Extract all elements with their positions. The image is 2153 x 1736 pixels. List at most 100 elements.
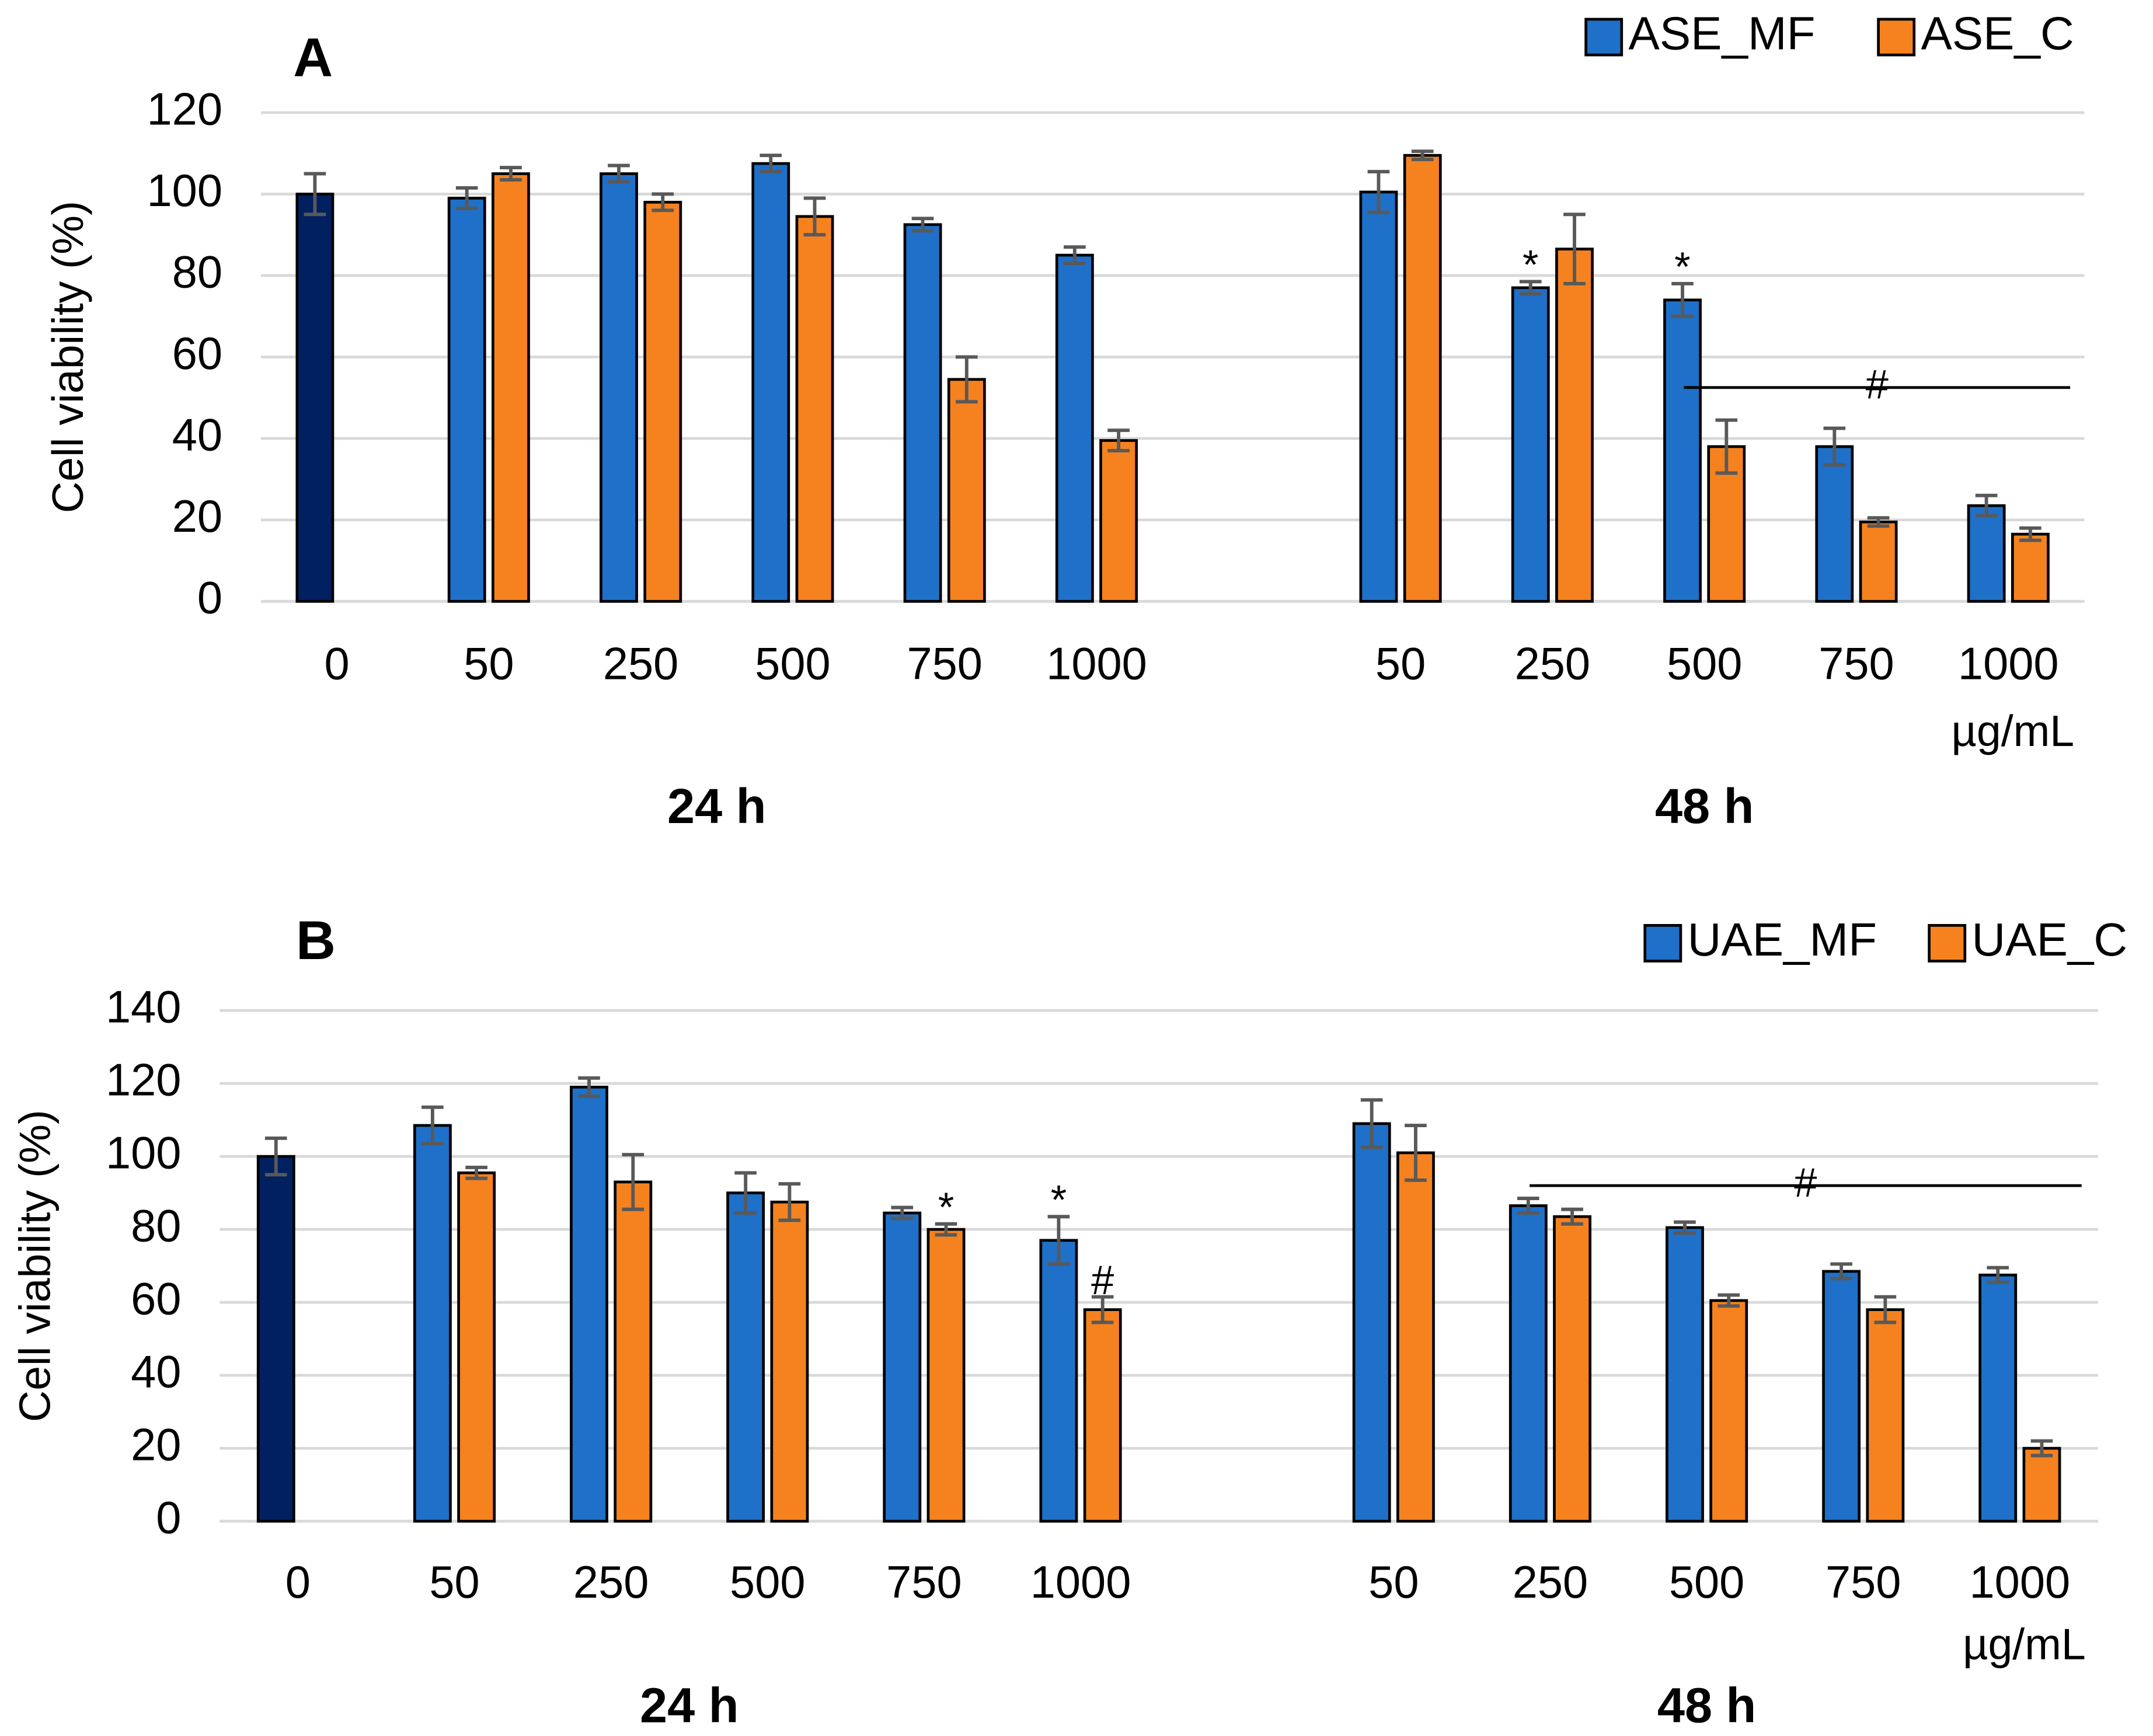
bar xyxy=(1822,1270,1861,1523)
y-tick-label: 60 xyxy=(131,1274,181,1324)
bar xyxy=(1403,154,1442,603)
error-bar xyxy=(1717,1293,1740,1308)
bar xyxy=(492,172,530,603)
bar xyxy=(1978,1273,2018,1523)
group-label: 48 h xyxy=(1657,1678,1756,1733)
error-bar xyxy=(1671,282,1694,318)
bar xyxy=(2022,1446,2061,1523)
x-tick-label: 1000 xyxy=(1970,1557,2071,1608)
y-tick-label: 120 xyxy=(106,1055,181,1106)
error-bar xyxy=(304,172,326,217)
x-tick-label: 1000 xyxy=(1046,639,1147,689)
x-tick-label: 750 xyxy=(886,1557,962,1608)
legend-swatch xyxy=(1877,18,1916,57)
error-bar xyxy=(652,192,674,212)
error-bar xyxy=(608,163,630,184)
panel-label: B xyxy=(296,909,336,971)
bar xyxy=(883,1211,922,1523)
legend-swatch xyxy=(1643,923,1682,963)
annotation: # xyxy=(1091,1257,1114,1303)
error-bar xyxy=(1561,1207,1583,1226)
bar xyxy=(770,1200,809,1523)
y-tick-label: 140 xyxy=(106,982,181,1033)
x-tick-label: 50 xyxy=(464,639,514,689)
x-tick-label: 0 xyxy=(285,1557,311,1608)
error-bar xyxy=(455,186,478,210)
error-bar xyxy=(465,1165,487,1180)
error-bar xyxy=(760,154,782,174)
bar xyxy=(1666,1226,1704,1523)
bar xyxy=(295,193,335,603)
y-tick-label: 0 xyxy=(156,1493,181,1543)
panel-label: A xyxy=(293,27,333,88)
error-bar xyxy=(1715,418,1738,475)
y-tick-label: 20 xyxy=(172,491,222,542)
x-tick-label: 750 xyxy=(907,639,983,689)
bar xyxy=(1099,439,1138,603)
x-unit: µg/mL xyxy=(1963,1619,2086,1668)
bar xyxy=(1555,247,1594,603)
bar xyxy=(1815,445,1854,603)
bar xyxy=(751,162,790,603)
legend-label: ASE_C xyxy=(1921,8,2074,60)
error-bar xyxy=(1519,280,1542,296)
x-tick-label: 500 xyxy=(730,1557,806,1608)
error-bar xyxy=(1830,1262,1852,1281)
bar xyxy=(1663,298,1702,603)
error-bar xyxy=(803,196,826,237)
legend-label: ASE_MF xyxy=(1629,8,1816,60)
bar xyxy=(614,1180,653,1523)
error-bar xyxy=(1360,1098,1383,1149)
error-bar xyxy=(1405,1124,1427,1182)
x-tick-label: 1000 xyxy=(1030,1557,1131,1608)
error-bar xyxy=(1563,212,1586,285)
bar xyxy=(1509,1204,1548,1523)
bar xyxy=(726,1191,765,1523)
bar xyxy=(1039,1239,1078,1523)
error-bar xyxy=(1064,245,1086,266)
x-tick-label: 50 xyxy=(1368,1557,1419,1608)
error-bar xyxy=(1975,493,1998,518)
y-axis-label: Cell viability (%) xyxy=(43,201,92,513)
error-bar xyxy=(1367,170,1390,214)
x-tick-label: 50 xyxy=(429,1557,479,1608)
error-bar xyxy=(2019,526,2041,542)
group-label: 24 h xyxy=(667,778,766,834)
error-bar xyxy=(1823,426,1846,467)
error-bar xyxy=(734,1171,757,1215)
bar xyxy=(570,1086,608,1523)
legend-label: UAE_C xyxy=(1972,914,2128,965)
annotation: * xyxy=(1674,243,1690,290)
bar xyxy=(457,1171,496,1523)
bar xyxy=(1709,1299,1748,1523)
legend-swatch xyxy=(1584,18,1624,57)
error-bar xyxy=(500,166,522,182)
bar xyxy=(2011,532,2050,603)
bar xyxy=(447,197,486,603)
error-bar xyxy=(911,217,934,233)
error-bar xyxy=(578,1076,600,1098)
error-bar xyxy=(778,1182,801,1222)
bar xyxy=(1352,1122,1391,1523)
error-bar xyxy=(622,1153,644,1211)
y-tick-label: 0 xyxy=(197,573,222,623)
error-bar xyxy=(1867,516,1890,528)
bar xyxy=(926,1228,966,1523)
bar xyxy=(1055,253,1094,603)
x-unit: µg/mL xyxy=(1951,706,2074,755)
error-bar xyxy=(264,1136,287,1177)
error-bar xyxy=(421,1105,444,1146)
bar xyxy=(1859,520,1898,603)
error-bar xyxy=(1674,1220,1696,1235)
bar xyxy=(1553,1215,1592,1523)
bar xyxy=(643,201,682,603)
error-bar xyxy=(2030,1439,2053,1458)
error-bar xyxy=(1987,1266,2009,1284)
error-bar xyxy=(1517,1197,1539,1215)
error-bar xyxy=(1411,149,1434,162)
x-tick-label: 250 xyxy=(1515,639,1591,689)
error-bar xyxy=(1091,1295,1114,1324)
x-tick-label: 750 xyxy=(1825,1557,1901,1608)
x-tick-label: 250 xyxy=(1513,1557,1588,1608)
